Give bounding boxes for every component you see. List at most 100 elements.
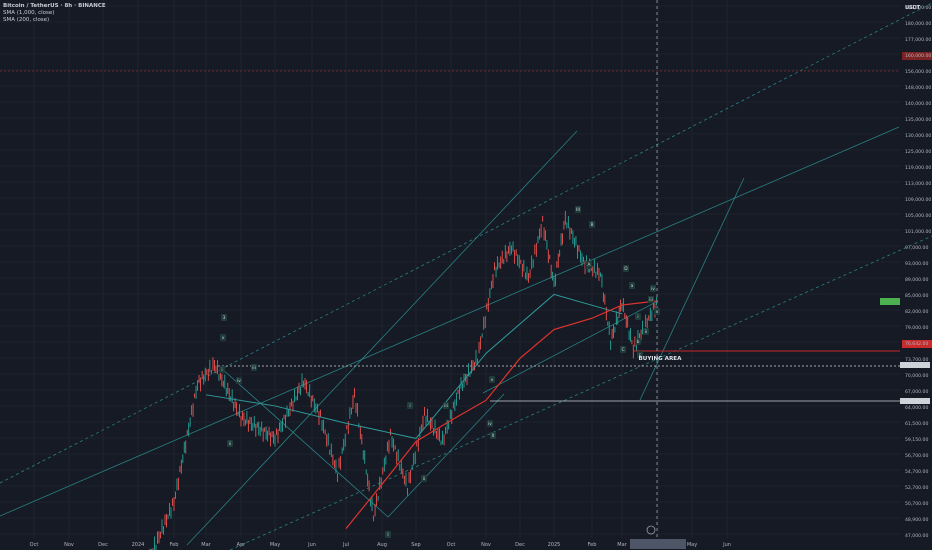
price-badge: [900, 398, 930, 404]
wave-label-bg: [620, 346, 626, 353]
y-tick-label: 50,700.00: [905, 501, 928, 507]
wave-label-bg: [487, 420, 493, 427]
x-tick-label: May: [270, 542, 280, 548]
wave-label-bg: [251, 364, 257, 371]
y-tick-label: 188,000.00: [905, 5, 931, 11]
x-tick-label: 2025: [548, 542, 561, 548]
trend-line: [0, 126, 900, 517]
y-tick-label: 135,000.00: [905, 117, 931, 123]
y-tick-label: 113,000.00: [905, 181, 931, 187]
wave-label: ii: [645, 329, 647, 335]
trend-line: [482, 300, 659, 394]
trend-line: [0, 2, 932, 484]
wave-label-bg: [236, 377, 242, 384]
goto-realtime-icon: [646, 525, 656, 535]
y-tick-label: 61,500.00: [905, 421, 928, 427]
x-tick-label: Nov: [64, 542, 74, 548]
wave-label: iv: [651, 286, 655, 292]
wave-label: iii: [649, 297, 653, 303]
wave-label: iii: [252, 365, 256, 371]
y-tick-label: 82,000.00: [905, 309, 928, 315]
y-tick-label: 160,000.00: [905, 53, 931, 59]
y-tick-label: 180,000.00: [905, 21, 931, 27]
y-tick-label: 109,000.00: [905, 197, 931, 203]
y-tick-label: 54,700.00: [905, 469, 928, 475]
sma200-legend: SMA (200, close): [3, 17, 50, 23]
sma1000-line: [205, 293, 623, 439]
wave-label-bg: [489, 376, 495, 383]
y-tick-label: 64,000.00: [905, 405, 928, 411]
y-tick-label: 119,000.00: [905, 165, 931, 171]
y-tick-label: 48,900.00: [905, 517, 928, 523]
wave-label-bg: [648, 296, 654, 303]
y-tick-label: 148,000.00: [905, 85, 931, 91]
y-tick-label: 93,000.00: [905, 261, 928, 267]
y-tick-label: 67,000.00: [905, 389, 928, 395]
sma200-line: [345, 300, 659, 529]
wave-label-bg: [407, 402, 413, 409]
wave-label: b: [637, 339, 640, 345]
wave-label: 3: [223, 315, 226, 321]
wave-label-bg: [643, 328, 649, 335]
x-tick-label: Nov: [481, 542, 491, 548]
y-tick-label: 70,000.00: [905, 373, 928, 379]
wave-label-bg: [589, 221, 595, 228]
x-tick-label: Dec: [98, 542, 108, 548]
wave-label-bg: [637, 351, 643, 358]
wave-label: c: [639, 353, 642, 358]
wave-label: i: [637, 314, 638, 320]
wave-label: i: [409, 403, 410, 409]
wave-label: III: [576, 207, 580, 213]
x-tick-label: Sep: [411, 542, 420, 548]
wave-label: iv: [237, 378, 241, 384]
y-tick-label: 177,000.00: [905, 37, 931, 43]
y-tick-label: 105,000.00: [905, 213, 931, 219]
wave-label-bg: [575, 206, 581, 213]
wave-label-bg: [629, 282, 635, 289]
wave-label-bg: [635, 338, 641, 345]
wave-label: II: [492, 433, 495, 439]
x-tick-label: Jun: [307, 542, 316, 548]
price-badge: [880, 298, 900, 305]
y-tick-label: 89,000.00: [905, 277, 928, 283]
price-tag: [902, 52, 932, 60]
price-badge: [900, 362, 930, 368]
x-tick-label: 2024: [132, 542, 145, 548]
y-tick-label: 140,000.00: [905, 101, 931, 107]
y-tick-label: 97,000.00: [905, 245, 928, 251]
wave-label-bg: [443, 402, 449, 409]
sma1000-legend: SMA (1,000, close): [3, 10, 55, 16]
wave-label: A: [587, 262, 590, 268]
y-tick-label: 76,642.00: [905, 341, 928, 347]
time-badge: [630, 539, 686, 549]
wave-label: ii: [229, 441, 231, 447]
wave-label-bg: [586, 261, 592, 268]
x-tick-label: Mar: [617, 542, 627, 548]
y-tick-label: 52,700.00: [905, 485, 928, 491]
wave-label: v: [222, 336, 225, 341]
x-tick-label: May: [687, 542, 697, 548]
symbol-title: Bitcoin / TetherUS · 8h · BINANCE: [3, 3, 106, 9]
x-tick-label: Feb: [170, 542, 179, 548]
wave-label: ii: [423, 476, 425, 482]
y-tick-label: 73,700.00: [905, 357, 928, 363]
wave-label: v: [491, 378, 494, 383]
wave-label: I: [387, 532, 388, 538]
wave-label: C: [621, 347, 624, 353]
x-tick-label: Oct: [30, 542, 39, 548]
wave-label-bg: [421, 475, 427, 482]
y-tick-label: 85,000.00: [905, 293, 928, 299]
y-tick-label: 130,000.00: [905, 133, 931, 139]
wave-label: a: [631, 284, 634, 289]
wave-label-bg: [220, 334, 226, 341]
wave-label: B: [590, 222, 593, 228]
x-tick-label: Jul: [342, 542, 349, 548]
y-tick-label: 56,700.00: [905, 453, 928, 459]
trend-line: [387, 393, 505, 518]
y-tick-label: 125,000.00: [905, 149, 931, 155]
wave-label: iv: [488, 421, 492, 427]
wave-label: v: [656, 310, 659, 315]
x-tick-label: Jun: [722, 542, 731, 548]
